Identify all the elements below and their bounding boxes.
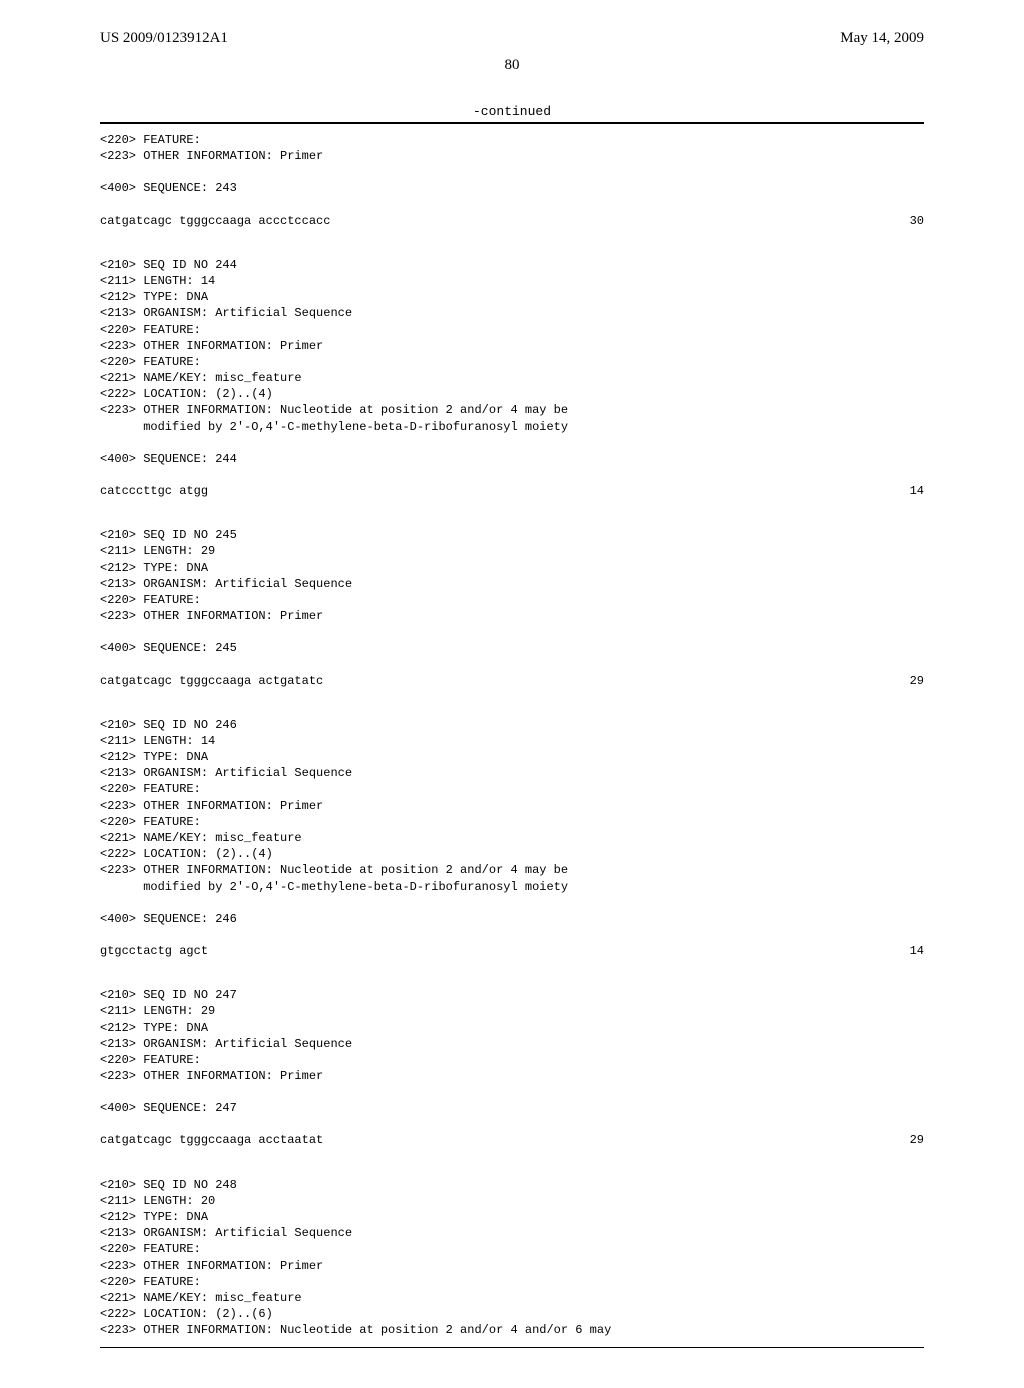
spacer <box>100 164 924 180</box>
spacer <box>100 657 924 673</box>
seq-data-row: catcccttgc atgg 14 <box>100 483 924 499</box>
seq-data: catcccttgc atgg <box>100 483 208 499</box>
seq-data: gtgcctactg agct <box>100 943 208 959</box>
seq-text: <210> SEQ ID NO 247 <211> LENGTH: 29 <21… <box>100 987 924 1084</box>
seq-text: <220> FEATURE: <223> OTHER INFORMATION: … <box>100 132 924 164</box>
spacer <box>100 435 924 451</box>
seq-text: <400> SEQUENCE: 246 <box>100 911 924 927</box>
page-header: US 2009/0123912A1 May 14, 2009 <box>100 30 924 47</box>
spacer <box>100 927 924 943</box>
seq-data-row: catgatcagc tgggccaaga accctccacc 30 <box>100 213 924 229</box>
seq-length: 29 <box>910 1132 924 1148</box>
spacer <box>100 229 924 257</box>
spacer <box>100 1116 924 1132</box>
seq-data: catgatcagc tgggccaaga accctccacc <box>100 213 330 229</box>
seq-length: 14 <box>910 943 924 959</box>
seq-text: <210> SEQ ID NO 246 <211> LENGTH: 14 <21… <box>100 717 924 895</box>
spacer <box>100 499 924 527</box>
seq-text: <400> SEQUENCE: 243 <box>100 180 924 196</box>
spacer <box>100 895 924 911</box>
spacer <box>100 197 924 213</box>
divider-top <box>100 122 924 124</box>
spacer <box>100 624 924 640</box>
seq-text: <400> SEQUENCE: 244 <box>100 451 924 467</box>
seq-length: 29 <box>910 673 924 689</box>
spacer <box>100 1084 924 1100</box>
seq-data: catgatcagc tgggccaaga actgatatc <box>100 673 323 689</box>
seq-text: <210> SEQ ID NO 245 <211> LENGTH: 29 <21… <box>100 527 924 624</box>
page: US 2009/0123912A1 May 14, 2009 80 -conti… <box>0 0 1024 1388</box>
spacer <box>100 959 924 987</box>
sequence-listing: <220> FEATURE: <223> OTHER INFORMATION: … <box>100 132 924 1339</box>
divider-bottom <box>100 1347 924 1348</box>
seq-data-row: catgatcagc tgggccaaga acctaatat 29 <box>100 1132 924 1148</box>
seq-length: 30 <box>910 213 924 229</box>
spacer <box>100 467 924 483</box>
seq-text: <210> SEQ ID NO 244 <211> LENGTH: 14 <21… <box>100 257 924 435</box>
header-right: May 14, 2009 <box>840 30 924 47</box>
spacer <box>100 1149 924 1177</box>
header-left: US 2009/0123912A1 <box>100 30 228 47</box>
seq-data-row: gtgcctactg agct 14 <box>100 943 924 959</box>
seq-text: <210> SEQ ID NO 248 <211> LENGTH: 20 <21… <box>100 1177 924 1339</box>
page-number: 80 <box>100 57 924 74</box>
seq-length: 14 <box>910 483 924 499</box>
seq-text: <400> SEQUENCE: 245 <box>100 640 924 656</box>
seq-text: <400> SEQUENCE: 247 <box>100 1100 924 1116</box>
continued-label: -continued <box>100 104 924 119</box>
spacer <box>100 689 924 717</box>
seq-data-row: catgatcagc tgggccaaga actgatatc 29 <box>100 673 924 689</box>
seq-data: catgatcagc tgggccaaga acctaatat <box>100 1132 323 1148</box>
